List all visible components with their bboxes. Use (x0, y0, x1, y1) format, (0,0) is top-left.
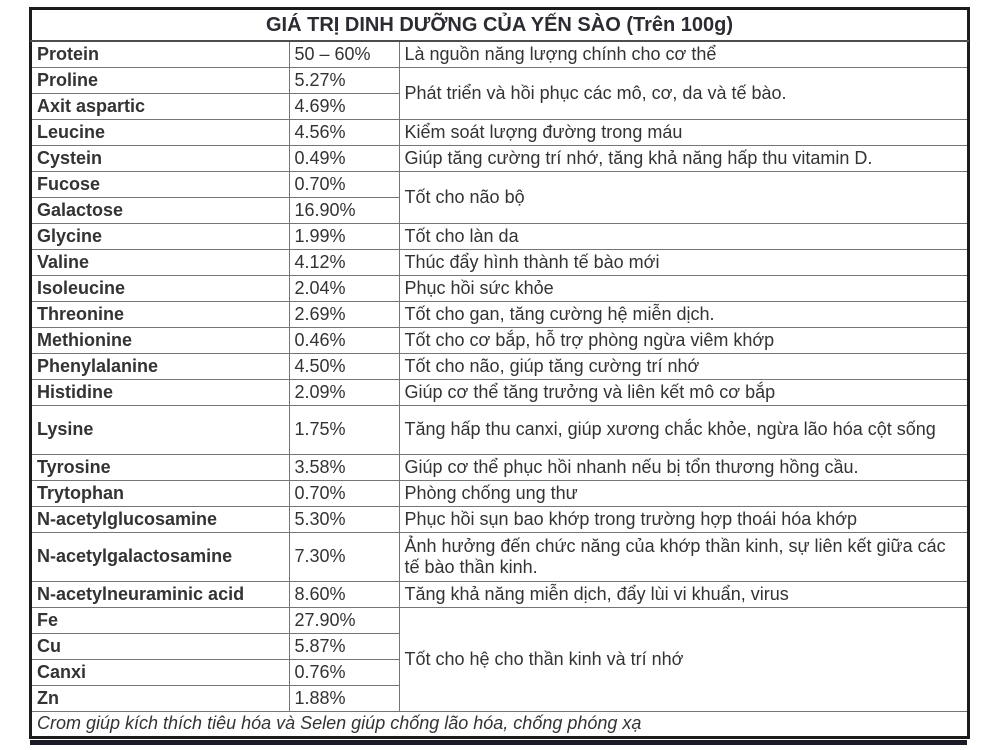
table-row: Canxi 0.76% (30, 658, 968, 686)
nutrient-name: Lysine (30, 404, 290, 455)
nutrient-value: 0.70% (288, 479, 400, 507)
table-row: Tyrosine 3.58% Giúp cơ thể phục hồi nhanh … (30, 453, 969, 481)
table-row: Lysine 1.75% Tăng hấp thu canxi, giúp xươn… (30, 404, 969, 455)
nutrient-benefit: Tốt cho cơ bắp, hỗ trợ phòng ngừa viêm k… (398, 326, 969, 354)
nutrient-value: 1.75% (288, 404, 400, 455)
table-row: Cu 5.87% (30, 632, 968, 660)
nutrient-value: 2.04% (288, 274, 400, 302)
nutrient-benefit: Kiểm soát lượng đường trong máu (398, 118, 969, 146)
table-row: Proline 5.27% Phát triển và hồi phục các m… (30, 66, 969, 120)
table-row: Fucose 0.70% Tốt cho não bộ (30, 170, 969, 224)
nutrient-value: 4.12% (288, 248, 400, 276)
table-row: Valine 4.12% Thúc đẩy hình thành tế bào mớ… (30, 248, 969, 276)
table-row: Isoleucine 2.04% Phục hồi sức khỏe (30, 274, 969, 302)
nutrient-benefit: Phát triển và hồi phục các mô, cơ, da và… (398, 66, 969, 120)
nutrient-name: Tyrosine (30, 453, 290, 481)
table-footer-row: Crom giúp kích thích tiêu hóa và Selen g… (30, 710, 969, 738)
nutrient-value: 2.09% (288, 378, 400, 406)
table-row: Histidine 2.09% Giúp cơ thể tăng trưởng và… (30, 378, 969, 406)
table-row: Zn 1.88% (30, 684, 968, 712)
table-row: Cystein 0.49% Giúp tăng cường trí nhớ, tăn… (30, 144, 969, 172)
nutrient-benefit: Thúc đẩy hình thành tế bào mới (398, 248, 969, 276)
table-title: GIÁ TRỊ DINH DƯỠNG CỦA YẾN SÀO (Trên 100… (30, 8, 969, 42)
table-row: Glycine 1.99% Tốt cho làn da (30, 222, 969, 250)
nutrient-value: 7.30% (288, 531, 400, 582)
table-row: Trytophan 0.70% Phòng chống ung thư (30, 479, 969, 507)
nutrient-name: N-acetylgalactosamine (30, 531, 290, 582)
table-row: N-acetylneuraminic acid 8.60% Tăng khả năn… (30, 580, 969, 608)
nutrient-name: N-acetylneuraminic acid (30, 580, 290, 608)
nutrient-benefit: Giúp tăng cường trí nhớ, tăng khả năng h… (398, 144, 969, 172)
nutrient-value: 3.58% (288, 453, 400, 481)
table-row: Protein 50 – 60% Là nguồn năng lượng chính… (30, 40, 969, 68)
nutrient-value: 0.70% (288, 170, 400, 198)
nutrient-value: 16.90% (288, 196, 400, 224)
table-row: Phenylalanine 4.50% Tốt cho não, giúp tăng… (30, 352, 969, 380)
nutrient-name: Methionine (30, 326, 290, 354)
nutrient-benefit: Tốt cho hệ cho thần kinh và trí nhớ (398, 606, 969, 712)
nutrient-benefit: Phòng chống ung thư (398, 479, 969, 507)
nutrient-name: Histidine (30, 378, 290, 406)
nutrient-value: 5.30% (288, 505, 400, 533)
nutrient-name: Threonine (30, 300, 290, 328)
nutrient-name: Phenylalanine (30, 352, 290, 380)
table-row: N-acetylglucosamine 5.30% Phục hồi sụn bao… (30, 505, 969, 533)
nutrient-benefit: Tăng khả năng miễn dịch, đẩy lùi vi khuẩ… (398, 580, 969, 608)
nutrient-value: 1.88% (288, 684, 400, 712)
nutrient-value: 5.87% (288, 632, 400, 660)
table-title-row: GIÁ TRỊ DINH DƯỠNG CỦA YẾN SÀO (Trên 100… (30, 8, 969, 42)
nutrient-name: Axit aspartic (30, 92, 290, 120)
nutrient-value: 0.49% (288, 144, 400, 172)
table-row: Threonine 2.69% Tốt cho gan, tăng cường hệ… (30, 300, 969, 328)
nutrition-table: GIÁ TRỊ DINH DƯỠNG CỦA YẾN SÀO (Trên 100… (28, 7, 971, 739)
nutrient-name: Galactose (30, 196, 290, 224)
nutrient-benefit: Tốt cho não, giúp tăng cường trí nhớ (398, 352, 969, 380)
nutrient-value: 0.76% (288, 658, 400, 686)
table-footer-note: Crom giúp kích thích tiêu hóa và Selen g… (30, 710, 969, 738)
nutrient-name: Protein (30, 40, 290, 68)
nutrient-value: 4.56% (288, 118, 400, 146)
nutrient-name: Isoleucine (30, 274, 290, 302)
nutrient-value: 8.60% (288, 580, 400, 608)
nutrient-name: Cystein (30, 144, 290, 172)
table-row: Axit aspartic 4.69% (30, 92, 968, 120)
nutrient-value: 27.90% (288, 606, 400, 634)
bottom-dark-bar (30, 740, 967, 745)
nutrient-name: Valine (30, 248, 290, 276)
nutrient-benefit: Tốt cho làn da (398, 222, 969, 250)
nutrient-name: Zn (30, 684, 290, 712)
table-row: Methionine 0.46% Tốt cho cơ bắp, hỗ trợ ph… (30, 326, 969, 354)
nutrient-value: 2.69% (288, 300, 400, 328)
nutrient-name: Fe (30, 606, 290, 634)
nutrient-name: Leucine (30, 118, 290, 146)
nutrient-benefit: Giúp cơ thể tăng trưởng và liên kết mô c… (398, 378, 969, 406)
nutrient-name: Canxi (30, 658, 290, 686)
table-row: Fe 27.90% Tốt cho hệ cho thần kinh và trí … (30, 606, 969, 712)
nutrient-value: 4.69% (288, 92, 400, 120)
table-row: Leucine 4.56% Kiểm soát lượng đường trong … (30, 118, 969, 146)
nutrition-table-container: GIÁ TRỊ DINH DƯỠNG CỦA YẾN SÀO (Trên 100… (28, 7, 971, 745)
nutrient-name: Cu (30, 632, 290, 660)
nutrient-benefit: Ảnh hưởng đến chức năng của khớp thần ki… (398, 531, 969, 582)
nutrient-benefit: Tốt cho gan, tăng cường hệ miễn dịch. (398, 300, 969, 328)
nutrient-benefit: Giúp cơ thể phục hồi nhanh nếu bị tổn th… (398, 453, 969, 481)
nutrient-name: Trytophan (30, 479, 290, 507)
nutrient-benefit: Là nguồn năng lượng chính cho cơ thể (398, 40, 969, 68)
nutrition-table-body: GIÁ TRỊ DINH DƯỠNG CỦA YẾN SÀO (Trên 100… (30, 8, 969, 738)
table-row: N-acetylgalactosamine 7.30% Ảnh hưởng đến … (30, 531, 969, 582)
nutrient-name: Proline (30, 66, 290, 94)
nutrient-value: 4.50% (288, 352, 400, 380)
nutrient-benefit: Tăng hấp thu canxi, giúp xương chắc khỏe… (398, 404, 969, 455)
nutrient-value: 0.46% (288, 326, 400, 354)
nutrient-value: 5.27% (288, 66, 400, 94)
nutrient-value: 1.99% (288, 222, 400, 250)
nutrient-name: N-acetylglucosamine (30, 505, 290, 533)
nutrient-benefit: Phục hồi sụn bao khớp trong trường hợp t… (398, 505, 969, 533)
nutrient-benefit: Tốt cho não bộ (398, 170, 969, 224)
nutrient-name: Glycine (30, 222, 290, 250)
nutrient-benefit: Phục hồi sức khỏe (398, 274, 969, 302)
nutrient-name: Fucose (30, 170, 290, 198)
nutrient-value: 50 – 60% (288, 40, 400, 68)
